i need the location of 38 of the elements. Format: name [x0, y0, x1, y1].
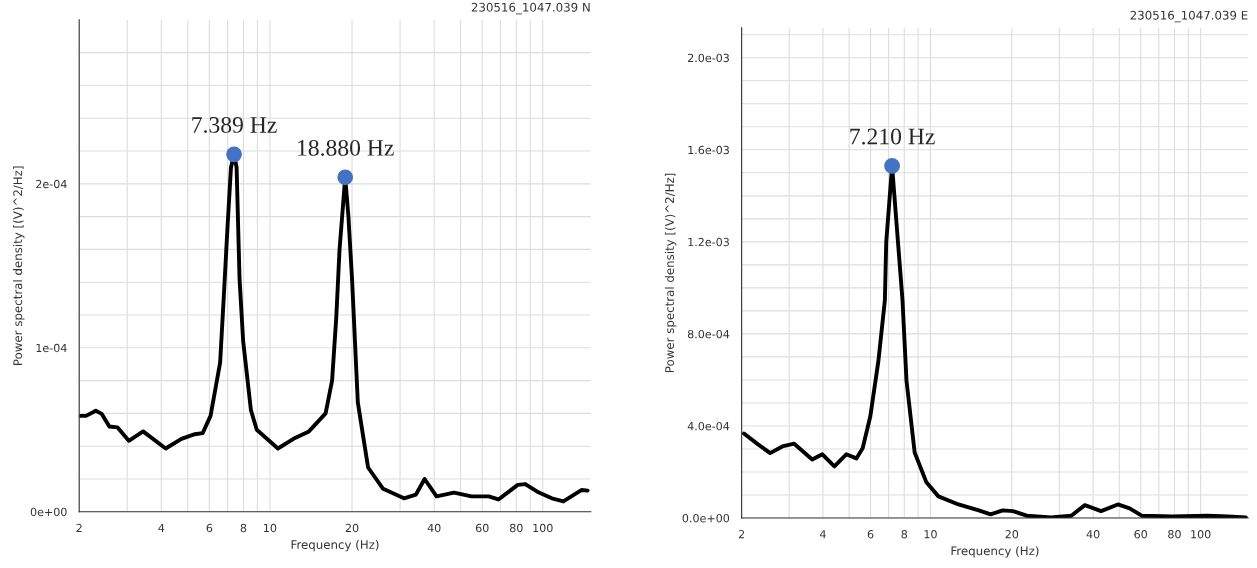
- x-tick-label: 8: [901, 530, 908, 539]
- y-tick-label: 0.0e+00: [682, 513, 730, 523]
- y-axis-title: Power spectral density [(V)^2/Hz]: [664, 173, 677, 373]
- x-axis-title: Frequency (Hz): [291, 539, 379, 552]
- x-tick-label: 100: [1191, 530, 1211, 539]
- annotation: 18.880 Hz: [298, 139, 394, 156]
- x-tick-label: 20: [1005, 530, 1019, 539]
- y-tick-label: 8.0e-04: [687, 329, 730, 339]
- y-tick-label: 1.6e-03: [688, 145, 729, 155]
- x-tick-label: 80: [509, 523, 523, 533]
- x-tick-label: 60: [1134, 530, 1148, 539]
- y-tick-label: 2.0e-03: [687, 53, 729, 63]
- y-tick-label: 2e-04: [36, 179, 67, 189]
- y-tick-label: 1.2e-03: [688, 237, 729, 247]
- annotation: 7.210 Hz: [850, 128, 935, 145]
- x-tick-label: 6: [867, 530, 874, 539]
- x-tick-label: 100: [533, 523, 553, 533]
- y-tick-label: 4.0e-04: [687, 421, 730, 431]
- chart-title: 230516_1047.039 E: [1130, 10, 1248, 23]
- x-tick-label: 40: [427, 523, 441, 533]
- chart-title: 230516_1047.039 N: [471, 2, 590, 15]
- x-tick-label: 80: [1168, 530, 1181, 539]
- x-tick-label: 60: [475, 523, 489, 533]
- x-tick-label: 40: [1086, 530, 1100, 539]
- x-tick-label: 2: [738, 530, 745, 539]
- x-tick-label: 10: [924, 530, 937, 539]
- y-tick-label: 0e+00: [30, 507, 67, 517]
- x-tick-label: 6: [206, 523, 213, 533]
- x-axis-title: Frequency (Hz): [951, 546, 1039, 558]
- x-tick-label: 2: [76, 523, 82, 533]
- annotation: 7.389 Hz: [192, 116, 277, 133]
- x-tick-label: 4: [158, 523, 165, 533]
- x-tick-label: 10: [264, 523, 277, 533]
- x-tick-label: 4: [819, 530, 826, 539]
- y-tick-label: 1e-04: [36, 343, 67, 353]
- y-axis-title: Power spectral density [(V)^2/Hz]: [13, 166, 25, 365]
- x-tick-label: 8: [240, 523, 247, 533]
- x-tick-label: 20: [345, 523, 359, 533]
